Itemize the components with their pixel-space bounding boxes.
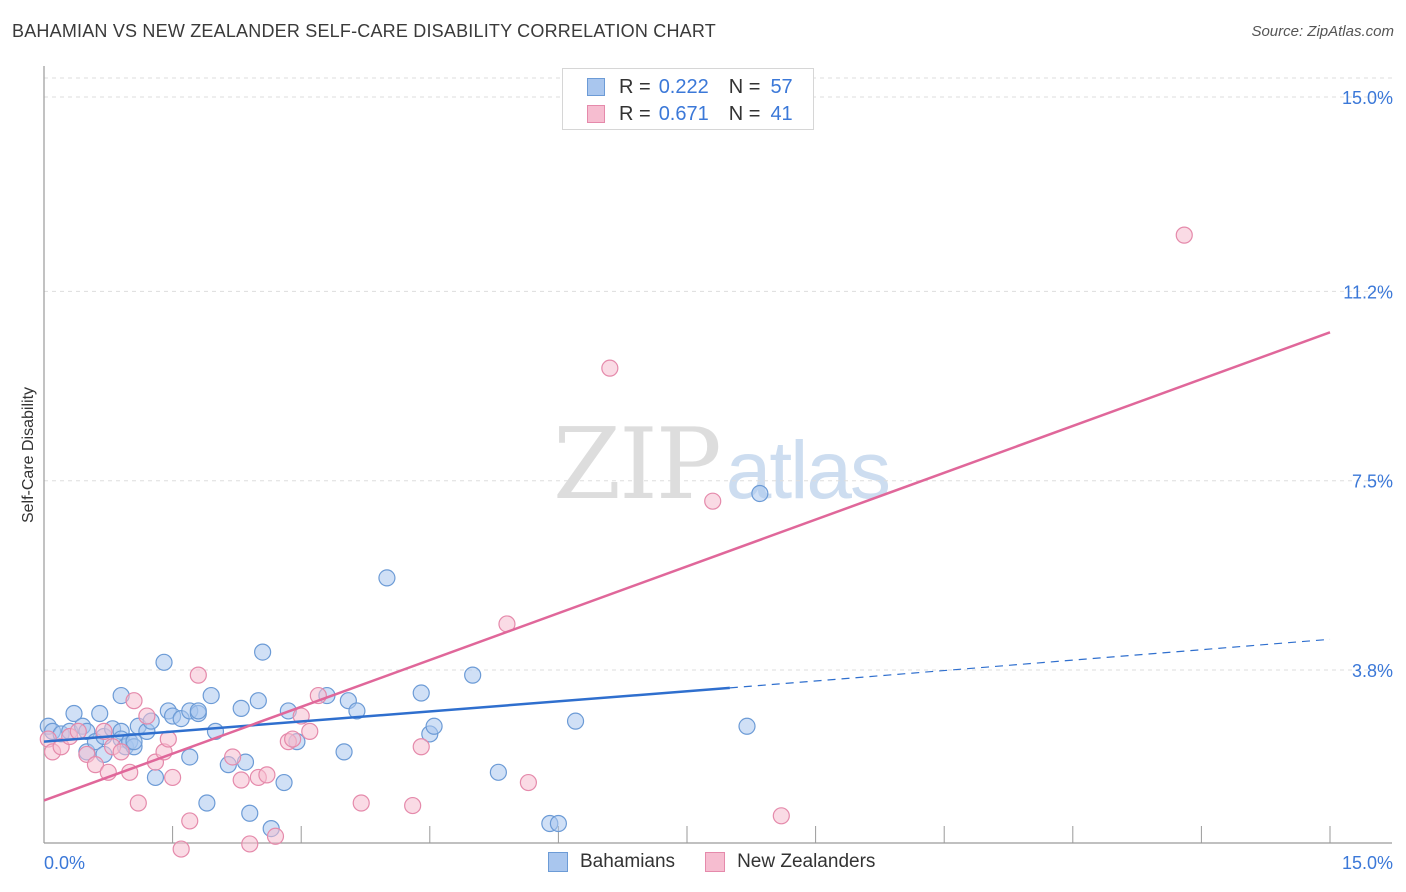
bahamian-trend-extension <box>729 638 1331 689</box>
new-zealander-point <box>112 743 130 761</box>
bahamian-point <box>202 686 220 705</box>
n-key: N = <box>728 102 761 125</box>
bahamian-point <box>751 484 769 503</box>
new-zealander-point <box>601 359 619 377</box>
new-zealander-point <box>519 773 537 792</box>
source-credit: Source: ZipAtlas.com <box>1251 23 1394 40</box>
bahamian-trend-line <box>43 686 730 743</box>
bahamian-point <box>464 666 482 684</box>
bahamian-point <box>65 704 83 723</box>
new-zealander-point <box>138 707 156 725</box>
trend-lines <box>43 331 1331 802</box>
bahamian-point <box>275 773 293 792</box>
bahamian-point <box>146 768 165 787</box>
axes <box>43 66 1392 844</box>
r-key: R = <box>619 75 651 98</box>
pink-swatch <box>587 105 605 123</box>
new-zealander-point <box>412 738 430 756</box>
legend-item-bahamians[interactable]: Bahamians <box>548 851 675 873</box>
x-tick-label: 15.0% <box>1342 853 1393 873</box>
chart-title: BAHAMIAN VS NEW ZEALANDER SELF-CARE DISA… <box>12 21 716 41</box>
blue-swatch <box>548 852 568 872</box>
new-zealander-point <box>704 492 722 510</box>
bahamian-point <box>549 814 568 833</box>
watermark-atlas: atlas <box>725 425 891 516</box>
r-value: 0.222 <box>658 75 709 98</box>
bahamian-point <box>232 699 250 717</box>
tick-labels: 3.8% 7.5% 11.2% 15.0% 0.0% 15.0% <box>44 88 1393 873</box>
bahamian-point <box>254 643 272 661</box>
y-tick-label: 7.5% <box>1352 472 1393 492</box>
bahamian-point <box>425 717 443 735</box>
new-zealander-point <box>189 666 207 684</box>
new-zealander-trend-line <box>43 331 1331 802</box>
bahamian-point <box>249 692 267 710</box>
x-tick-label: 0.0% <box>44 853 85 873</box>
bahamian-point <box>489 763 507 781</box>
new-zealander-point <box>301 722 319 740</box>
bahamian-point <box>181 748 199 766</box>
bahamian-point <box>241 804 259 822</box>
bahamian-point <box>738 717 756 735</box>
legend-label: Bahamians <box>580 851 676 872</box>
bahamian-point <box>91 704 109 723</box>
n-value: 57 <box>770 75 793 98</box>
watermark: ZIPatlas <box>553 408 891 522</box>
new-zealander-point <box>129 794 147 812</box>
new-zealander-point <box>266 827 285 845</box>
series-legend: Bahamians New Zealanders <box>548 851 905 873</box>
legend-item-new-zealanders[interactable]: New Zealanders <box>705 851 875 873</box>
bahamian-point <box>155 653 173 671</box>
new-zealander-point <box>164 768 182 787</box>
bahamian-point <box>566 712 585 730</box>
new-zealander-point <box>284 730 302 748</box>
n-key: N = <box>728 75 761 98</box>
gridlines <box>44 77 1392 671</box>
series-new-zealanders <box>39 226 1193 858</box>
new-zealander-point <box>224 748 242 766</box>
new-zealander-point <box>69 722 87 740</box>
bahamian-point <box>348 702 366 720</box>
bahamian-point <box>335 743 353 761</box>
y-tick-label: 3.8% <box>1352 661 1393 681</box>
bahamian-point <box>198 794 216 812</box>
new-zealander-point <box>172 840 190 858</box>
r-value: 0.671 <box>658 102 709 125</box>
bahamian-point <box>189 702 207 720</box>
y-tick-label: 15.0% <box>1342 88 1393 108</box>
legend-row-bahamians: R = 0.222 N = 57 <box>587 74 793 100</box>
bahamian-point <box>378 569 396 587</box>
n-value: 41 <box>770 102 793 125</box>
watermark-zip: ZIP <box>553 408 722 522</box>
y-tick-label: 11.2% <box>1343 282 1393 302</box>
correlation-legend: R = 0.222 N = 57 R = 0.671 N = 41 <box>562 68 814 130</box>
series-bahamians <box>39 484 769 838</box>
new-zealander-point <box>232 771 250 789</box>
blue-swatch <box>587 78 605 96</box>
legend-label: New Zealanders <box>737 851 876 872</box>
new-zealander-point <box>86 756 105 774</box>
legend-row-new-zealanders: R = 0.671 N = 41 <box>587 101 793 127</box>
new-zealander-point <box>125 692 143 710</box>
new-zealander-point <box>1175 226 1193 244</box>
new-zealander-point <box>352 794 370 812</box>
pink-swatch <box>705 852 726 872</box>
new-zealander-point <box>772 807 790 825</box>
new-zealander-point <box>181 812 199 830</box>
r-key: R = <box>619 102 651 125</box>
bahamian-point <box>412 684 430 702</box>
new-zealander-point <box>241 835 259 853</box>
new-zealander-point <box>404 796 422 815</box>
new-zealander-point <box>258 766 276 784</box>
